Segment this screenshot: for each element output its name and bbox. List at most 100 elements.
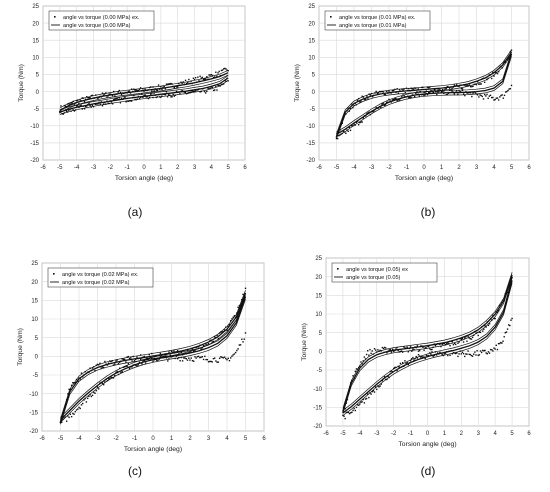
data-point-measured	[163, 355, 165, 357]
data-point-measured	[382, 102, 384, 105]
x-tick-label: -5	[58, 436, 64, 442]
data-point-measured	[483, 93, 486, 96]
data-point-measured	[205, 92, 207, 94]
y-tick-label: 20	[315, 275, 322, 281]
data-point-measured	[448, 342, 450, 345]
data-point-measured	[200, 348, 202, 350]
data-point-measured	[484, 325, 486, 327]
data-point-measured	[427, 91, 430, 94]
data-point-measured	[414, 357, 416, 360]
data-point-measured	[379, 349, 381, 352]
data-point-measured	[79, 407, 81, 410]
data-point-measured	[481, 95, 484, 98]
data-point-measured	[399, 350, 402, 353]
x-tick-label: 0	[422, 165, 426, 171]
data-point-measured	[455, 90, 458, 92]
data-point-measured	[486, 353, 488, 355]
y-tick-label: 5	[312, 73, 316, 79]
data-point-measured	[490, 96, 493, 99]
data-point-measured	[440, 91, 443, 93]
data-point-measured	[422, 346, 424, 348]
data-point-measured	[224, 67, 226, 70]
data-point-measured	[397, 349, 399, 352]
legend-entry-measured: angle vs torque (0.02 MPa) ex.	[62, 272, 139, 278]
data-point-measured	[60, 105, 62, 107]
data-point-measured	[415, 355, 417, 358]
data-point-measured	[380, 383, 382, 385]
model-line	[60, 296, 247, 421]
data-point-measured	[225, 357, 227, 360]
data-point-measured	[418, 95, 421, 97]
data-point-measured	[225, 68, 227, 70]
data-point-measured	[176, 357, 179, 360]
data-point-measured	[233, 315, 236, 317]
data-point-measured	[206, 76, 208, 78]
data-point-measured	[223, 356, 226, 358]
model-line	[342, 280, 513, 414]
legend-marker	[330, 16, 332, 18]
data-point-measured	[453, 93, 456, 95]
data-point-measured	[360, 100, 362, 102]
data-point-measured	[352, 106, 354, 109]
data-point-measured	[120, 371, 122, 374]
data-point-measured	[472, 85, 474, 87]
data-point-measured	[201, 356, 204, 358]
data-point-measured	[493, 317, 495, 320]
data-point-measured	[415, 87, 417, 89]
data-point-measured	[502, 97, 505, 99]
y-tick-label: 5	[36, 73, 40, 79]
data-point-measured	[115, 360, 117, 362]
x-tick-label: -2	[113, 436, 119, 442]
data-point-measured	[175, 86, 178, 88]
data-point-measured	[104, 93, 106, 95]
data-point-measured	[79, 99, 81, 101]
data-point-measured	[159, 355, 162, 358]
data-point-measured	[374, 349, 377, 351]
data-point-measured	[407, 351, 410, 353]
data-point-measured	[226, 359, 228, 361]
data-point-measured	[454, 343, 457, 346]
data-point-measured	[469, 92, 472, 94]
data-point-measured	[201, 347, 204, 349]
data-point-measured	[157, 84, 160, 86]
data-point-measured	[496, 72, 499, 75]
data-point-measured	[200, 77, 202, 79]
data-point-measured	[489, 94, 492, 97]
data-point-measured	[367, 98, 369, 100]
data-point-measured	[441, 88, 444, 91]
y-tick-label: -10	[30, 124, 39, 130]
data-point-measured	[356, 99, 359, 102]
data-point-measured	[372, 390, 375, 392]
data-point-measured	[197, 346, 200, 348]
data-point-measured	[228, 359, 231, 362]
data-point-measured	[62, 418, 64, 421]
data-point-measured	[397, 99, 400, 101]
data-point-measured	[461, 337, 464, 340]
x-tick-label: 2	[176, 165, 180, 171]
data-point-measured	[431, 348, 433, 351]
data-point-measured	[226, 69, 228, 71]
data-point-measured	[425, 90, 428, 92]
data-point-measured	[166, 83, 169, 85]
data-point-measured	[471, 355, 474, 357]
data-point-measured	[95, 103, 97, 106]
data-point-measured	[78, 102, 80, 105]
data-point-measured	[222, 68, 225, 70]
data-point-measured	[118, 97, 121, 99]
data-point-measured	[146, 357, 148, 359]
data-point-measured	[65, 110, 68, 112]
model-line	[59, 69, 229, 109]
data-point-measured	[476, 94, 479, 96]
data-point-measured	[111, 103, 114, 105]
data-point-measured	[449, 354, 451, 357]
data-point-measured	[383, 376, 386, 378]
data-point-measured	[190, 91, 192, 93]
data-point-measured	[110, 376, 112, 379]
data-point-measured	[361, 401, 363, 403]
x-tick-label: -2	[386, 165, 392, 171]
data-point-measured	[92, 106, 95, 108]
data-point-measured	[91, 367, 94, 369]
data-point-measured	[423, 91, 425, 93]
x-axis-title: Torsion angle (deg)	[115, 175, 173, 182]
